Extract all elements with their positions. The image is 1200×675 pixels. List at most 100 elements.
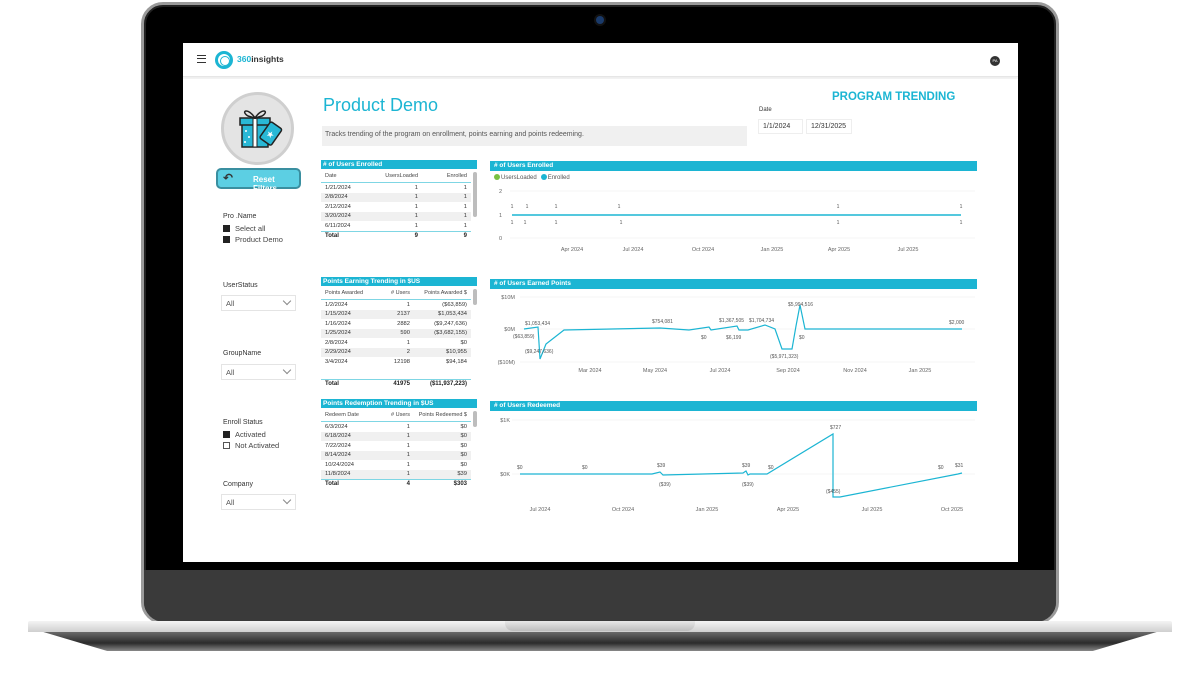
pro-name-slicer-title: Pro .Name [223, 213, 257, 220]
table-row: 6/11/2024 1 1 [325, 222, 467, 229]
column-header[interactable]: # Users [391, 411, 410, 418]
date-end-input[interactable]: 12/31/2025 [806, 119, 852, 134]
svg-text:($455): ($455) [826, 489, 841, 495]
svg-text:$1,367,505: $1,367,505 [719, 318, 744, 324]
svg-text:$0: $0 [799, 335, 805, 341]
table-scrollbar[interactable] [473, 289, 477, 305]
reset-filters-label: Reset Filters [253, 175, 278, 193]
pro-name-option-select-all[interactable]: Select all [223, 224, 265, 233]
table-total-row: Total 4 $303 [321, 479, 471, 488]
laptop-bezel-bottom [144, 570, 1056, 622]
svg-text:Sep 2024: Sep 2024 [776, 368, 800, 374]
option-label: Select all [235, 224, 266, 233]
svg-text:1: 1 [555, 204, 558, 210]
date-start-input[interactable]: 1/1/2024 [758, 119, 803, 134]
table-scrollbar[interactable] [473, 411, 477, 427]
checkbox-checked-icon[interactable] [223, 431, 230, 438]
svg-text:($39): ($39) [742, 482, 754, 488]
report-canvas: ★ ↶ Reset Filters Pro .Name Select all P… [183, 79, 1018, 562]
table-row: 3/4/2024 12198 $94,184 [325, 358, 467, 365]
gift-icon: ★ [239, 110, 283, 148]
top-bar: 360insights PA [183, 43, 1018, 77]
table-row: 2/8/2024 1 1 [321, 192, 471, 202]
page-title: Product Demo [323, 95, 439, 115]
enroll-status-slicer-title: Enroll Status [223, 419, 263, 426]
dashboard-screen: 360insights PA ★ ↶ [183, 43, 1018, 562]
column-header[interactable]: # Users [391, 289, 410, 296]
column-header[interactable]: Date [325, 172, 337, 179]
svg-text:Jul 2024: Jul 2024 [530, 507, 551, 513]
undo-arrow-icon: ↶ [223, 171, 234, 185]
legend-item-usersloaded[interactable]: UsersLoaded [494, 174, 537, 181]
column-header[interactable]: Points Redeemed $ [418, 411, 467, 418]
table-row: 6/3/2024 1 $0 [325, 423, 467, 430]
svg-text:2: 2 [499, 189, 502, 195]
table-body: 1/21/2024 1 1 2/8/2024 1 1 2/12/2024 1 1 3/20/… [321, 183, 477, 231]
chart-title: # of Users Redeemed [490, 401, 977, 411]
table-row: 1/25/2024 590 ($3,682,155) [321, 328, 471, 338]
page-description: Tracks trending of the program on enroll… [322, 126, 747, 146]
svg-text:$31: $31 [955, 463, 964, 469]
column-header[interactable]: Redeem Date [325, 411, 359, 418]
svg-text:1: 1 [555, 220, 558, 226]
enroll-status-option-activated[interactable]: Activated [223, 430, 266, 439]
svg-text:1: 1 [524, 220, 527, 226]
pro-name-option-product-demo[interactable]: Product Demo [223, 235, 283, 244]
table-row: 6/18/2024 1 $0 [321, 431, 471, 441]
svg-text:1: 1 [618, 204, 621, 210]
column-header[interactable]: UsersLoaded [385, 172, 418, 179]
table-scrollbar[interactable] [473, 172, 477, 217]
checkbox-checked-icon[interactable] [223, 225, 230, 232]
points-redemption-table: Points Redemption Trending in $US Redeem… [321, 399, 477, 507]
table-row: 3/20/2024 1 1 [321, 211, 471, 221]
brand-logo: 360insights [237, 54, 284, 64]
svg-text:Jan 2025: Jan 2025 [909, 368, 932, 374]
users-redeemed-chart: # of Users Redeemed $1K $0K $0 $0 $39 ($ [490, 401, 977, 521]
table-body: 1/2/2024 1 ($63,859) 1/15/2024 2137 $1,053,4… [321, 300, 477, 379]
enroll-status-option-not-activated[interactable]: Not Activated [223, 441, 279, 450]
column-header[interactable]: Points Awarded [325, 289, 364, 296]
avatar[interactable]: PA [990, 56, 1000, 66]
user-status-dropdown[interactable]: All [221, 295, 296, 311]
svg-text:$5,994,516: $5,994,516 [788, 302, 813, 308]
svg-text:$0M: $0M [504, 327, 515, 333]
hamburger-menu-icon[interactable] [197, 55, 206, 63]
chevron-down-icon [282, 495, 292, 505]
column-header[interactable]: Points Awarded $ [424, 289, 467, 296]
brand-text: insights [251, 54, 284, 64]
table-title: Points Redemption Trending in $US [321, 399, 477, 408]
checkbox-unchecked-icon[interactable] [223, 442, 230, 449]
option-label: Product Demo [235, 235, 283, 244]
svg-text:$754,081: $754,081 [652, 319, 673, 325]
reset-filters-button[interactable]: ↶ Reset Filters [216, 168, 301, 193]
section-title: PROGRAM TRENDING [832, 91, 956, 103]
table-header-row: Redeem Date # Users Points Redeemed $ [321, 408, 471, 422]
svg-text:Oct 2025: Oct 2025 [941, 507, 963, 513]
svg-text:$6,199: $6,199 [726, 335, 742, 341]
option-label: Not Activated [235, 441, 280, 450]
svg-text:0: 0 [499, 236, 502, 242]
company-dropdown[interactable]: All [221, 494, 296, 510]
table-body: 6/3/2024 1 $0 6/18/2024 1 $0 7/22/2024 1 $0 8/… [321, 422, 477, 479]
table-row: 7/22/2024 1 $0 [325, 442, 467, 449]
column-header[interactable]: Enrolled [446, 172, 467, 179]
svg-text:$39: $39 [742, 463, 751, 469]
table-row: 1/16/2024 2882 ($9,247,636) [325, 320, 467, 327]
chart-title: # of Users Enrolled [490, 161, 977, 171]
svg-text:Jul 2025: Jul 2025 [862, 507, 883, 513]
users-earned-points-chart: # of Users Earned Points $10M $0M ($10M)… [490, 279, 977, 379]
svg-text:$39: $39 [657, 463, 666, 469]
table-header-row: Date UsersLoaded Enrolled [321, 169, 471, 183]
users-enrolled-chart: # of Users Enrolled UsersLoaded Enrolled… [490, 161, 977, 261]
legend-item-enrolled[interactable]: Enrolled [540, 174, 570, 181]
svg-text:1: 1 [960, 220, 963, 226]
checkbox-checked-icon[interactable] [223, 236, 230, 243]
svg-text:($39): ($39) [659, 482, 671, 488]
svg-text:1: 1 [511, 204, 514, 210]
group-name-dropdown[interactable]: All [221, 364, 296, 380]
svg-text:$0K: $0K [500, 472, 510, 478]
company-slicer-title: Company [223, 481, 253, 488]
svg-text:$0: $0 [701, 335, 707, 341]
svg-text:$2,000: $2,000 [949, 320, 965, 326]
